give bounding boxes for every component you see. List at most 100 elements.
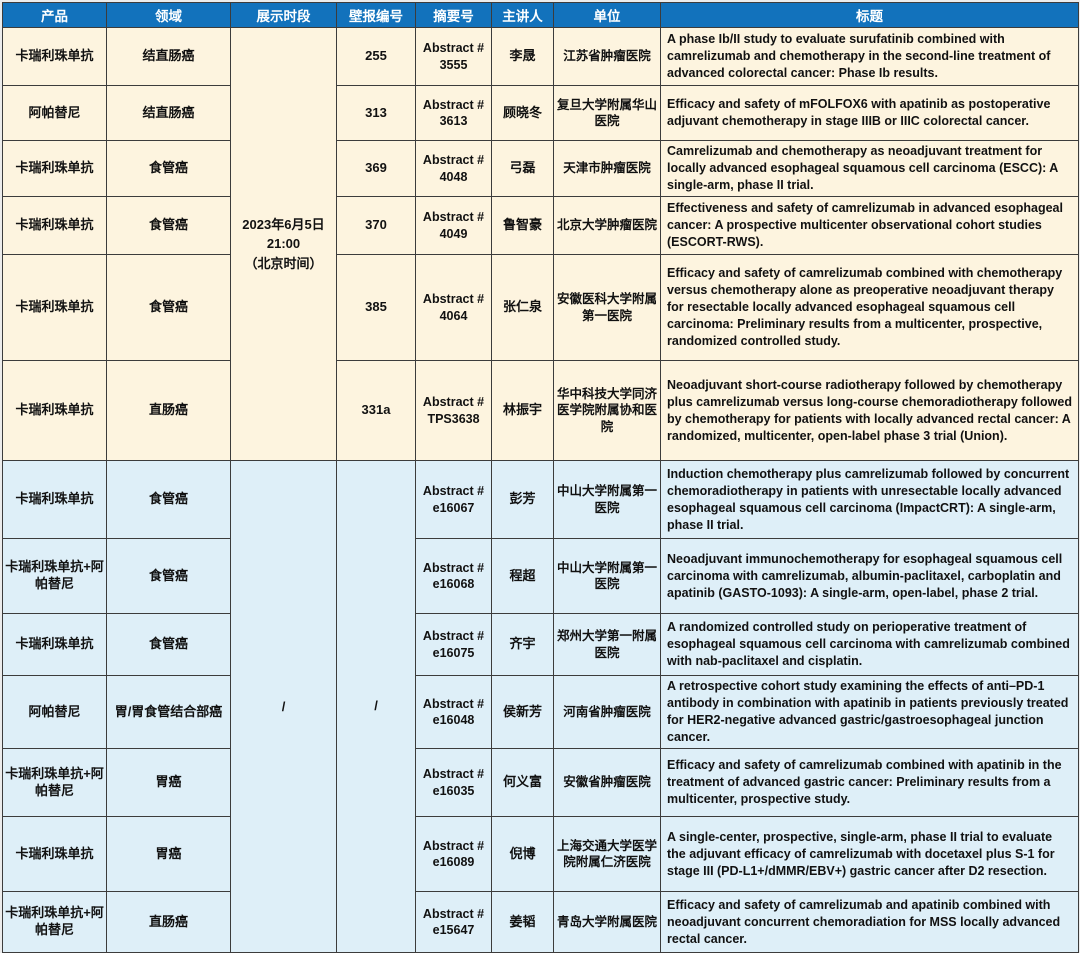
field-cell: 结直肠癌	[106, 85, 231, 141]
poster-number-cell: 255	[336, 27, 416, 86]
abstract-number-cell: Abstract # 3613	[415, 85, 492, 141]
abstract-id: e15647	[432, 923, 475, 937]
institution-cell: 江苏省肿瘤医院	[553, 27, 661, 86]
institution-cell: 华中科技大学同济医学院附属协和医院	[553, 360, 661, 461]
title-cell: Induction chemotherapy plus camrelizumab…	[660, 460, 1079, 539]
institution-cell: 复旦大学附属华山医院	[553, 85, 661, 141]
poster-number-cell: 369	[336, 140, 416, 197]
abstract-prefix: Abstract #	[422, 696, 485, 711]
table-row: 卡瑞利珠单抗 食管癌 / / Abstract # e16067 彭芳 中山大学附属第一医院 I…	[2, 460, 1079, 953]
institution-cell: 天津市肿瘤医院	[553, 140, 661, 197]
poster-number-cell: 370	[336, 196, 416, 255]
speaker-cell: 鲁智豪	[491, 196, 554, 255]
abstract-number-cell: Abstract # TPS3638	[415, 360, 492, 461]
abstract-number-cell: Abstract # e16048	[415, 675, 492, 749]
abstract-number-cell: Abstract # e16068	[415, 538, 492, 614]
title-cell: A phase Ib/II study to evaluate surufati…	[660, 27, 1079, 86]
abstract-number-cell: Abstract # e15647	[415, 891, 492, 953]
field-cell: 食管癌	[106, 254, 231, 361]
display-period-line: 21:00	[266, 236, 301, 252]
abstract-prefix: Abstract #	[422, 41, 485, 56]
title-cell: Efficacy and safety of camrelizumab comb…	[660, 748, 1079, 817]
table-row: 卡瑞利珠单抗 食管癌 Abstract # e16075 齐宇 郑州大学第一附属医院 A r…	[2, 613, 1079, 676]
column-header-title: 标题	[660, 2, 1079, 28]
institution-cell: 河南省肿瘤医院	[553, 675, 661, 749]
column-header-abstract: 摘要号	[415, 2, 492, 28]
abstract-prefix: Abstract #	[422, 97, 485, 112]
speaker-cell: 程超	[491, 538, 554, 614]
table-row: 阿帕替尼 胃/胃食管结合部癌 Abstract # e16048 侯新芳 河南省肿瘤医院 A…	[2, 675, 1079, 749]
institution-cell: 安徽医科大学附属第一医院	[553, 254, 661, 361]
title-cell: Efficacy and safety of mFOLFOX6 with apa…	[660, 85, 1079, 141]
abstract-number-cell: Abstract # e16089	[415, 816, 492, 892]
title-cell: Efficacy and safety of camrelizumab and …	[660, 891, 1079, 953]
table-row: 卡瑞利珠单抗 胃癌 Abstract # e16089 倪博 上海交通大学医学院附属仁济医…	[2, 816, 1079, 892]
title-cell: Effectiveness and safety of camrelizumab…	[660, 196, 1079, 255]
abstract-prefix: Abstract #	[422, 395, 485, 410]
abstract-number-cell: Abstract #4048	[415, 140, 492, 197]
product-cell: 卡瑞利珠单抗	[2, 816, 107, 892]
field-cell: 直肠癌	[106, 891, 231, 953]
abstract-id: e16089	[432, 855, 475, 869]
institution-cell: 上海交通大学医学院附属仁济医院	[553, 816, 661, 892]
abstract-id: TPS3638	[427, 411, 480, 426]
table-row: 卡瑞利珠单抗 食管癌 370 Abstract #4049 鲁智豪 北京大学肿瘤医院 Eff…	[2, 196, 1079, 255]
column-header-product: 产品	[2, 2, 107, 28]
product-cell: 阿帕替尼	[2, 85, 107, 141]
column-header-field: 领域	[106, 2, 231, 28]
abstract-prefix: Abstract #	[422, 153, 485, 168]
title-cell: A randomized controlled study on periope…	[660, 613, 1079, 676]
institution-cell: 北京大学肿瘤医院	[553, 196, 661, 255]
table-row: 卡瑞利珠单抗 食管癌 369 Abstract #4048 弓磊 天津市肿瘤医院 Camre…	[2, 140, 1079, 197]
table-row: 卡瑞利珠单抗 食管癌 385 Abstract #4064 张仁泉 安徽医科大学附属第一医…	[2, 254, 1079, 361]
abstract-prefix: Abstract #	[422, 838, 485, 853]
speaker-cell: 李晟	[491, 27, 554, 86]
product-cell: 卡瑞利珠单抗	[2, 460, 107, 539]
product-cell: 卡瑞利珠单抗+阿帕替尼	[2, 538, 107, 614]
field-cell: 胃癌	[106, 748, 231, 817]
speaker-cell: 侯新芳	[491, 675, 554, 749]
speaker-cell: 顾晓冬	[491, 85, 554, 141]
abstract-number-cell: Abstract #4049	[415, 196, 492, 255]
product-cell: 卡瑞利珠单抗	[2, 140, 107, 197]
field-cell: 结直肠癌	[106, 27, 231, 86]
product-cell: 卡瑞利珠单抗	[2, 196, 107, 255]
abstract-id: e16075	[432, 645, 475, 660]
display-period-line: （北京时间）	[244, 255, 323, 271]
speaker-cell: 弓磊	[491, 140, 554, 197]
title-cell: A single-center, prospective, single-arm…	[660, 816, 1079, 892]
column-header-period: 展示时段	[230, 2, 337, 28]
poster-number-cell: /	[336, 460, 416, 953]
table-row: 卡瑞利珠单抗 直肠癌 331a Abstract # TPS3638 林振宇 华中科技大学同…	[2, 360, 1079, 461]
product-cell: 卡瑞利珠单抗	[2, 360, 107, 461]
title-cell: Neoadjuvant immunochemotherapy for esoph…	[660, 538, 1079, 614]
header-row: 产品 领域 展示时段 壁报编号 摘要号 主讲人 单位 标题	[2, 2, 1079, 28]
title-cell: Neoadjuvant short-course radiotherapy fo…	[660, 360, 1079, 461]
product-cell: 卡瑞利珠单抗+阿帕替尼	[2, 891, 107, 953]
title-cell: Camrelizumab and chemotherapy as neoadju…	[660, 140, 1079, 197]
institution-cell: 郑州大学第一附属医院	[553, 613, 661, 676]
abstract-prefix: Abstract #	[422, 484, 485, 499]
abstract-id: 4064	[439, 308, 468, 323]
abstract-id: 3555	[439, 57, 468, 72]
product-cell: 卡瑞利珠单抗+阿帕替尼	[2, 748, 107, 817]
title-cell: A retrospective cohort study examining t…	[660, 675, 1079, 749]
speaker-cell: 彭芳	[491, 460, 554, 539]
speaker-cell: 何义富	[491, 748, 554, 817]
abstract-number-cell: Abstract # e16067	[415, 460, 492, 539]
table-row: 阿帕替尼 结直肠癌 313 Abstract # 3613 顾晓冬 复旦大学附属华山医院 Ef…	[2, 85, 1079, 141]
field-cell: 食管癌	[106, 538, 231, 614]
speaker-cell: 张仁泉	[491, 254, 554, 361]
column-header-poster: 壁报编号	[336, 2, 416, 28]
abstract-id: e16068	[432, 577, 475, 591]
product-cell: 卡瑞利珠单抗	[2, 613, 107, 676]
table-row: 卡瑞利珠单抗+阿帕替尼 胃癌 Abstract # e16035 何义富 安徽省肿瘤医院 E…	[2, 748, 1079, 817]
abstract-number-cell: Abstract # e16035	[415, 748, 492, 817]
column-header-institution: 单位	[553, 2, 661, 28]
abstract-id: 3613	[439, 114, 468, 128]
field-cell: 直肠癌	[106, 360, 231, 461]
speaker-cell: 倪博	[491, 816, 554, 892]
speaker-cell: 齐宇	[491, 613, 554, 676]
speaker-cell: 林振宇	[491, 360, 554, 461]
